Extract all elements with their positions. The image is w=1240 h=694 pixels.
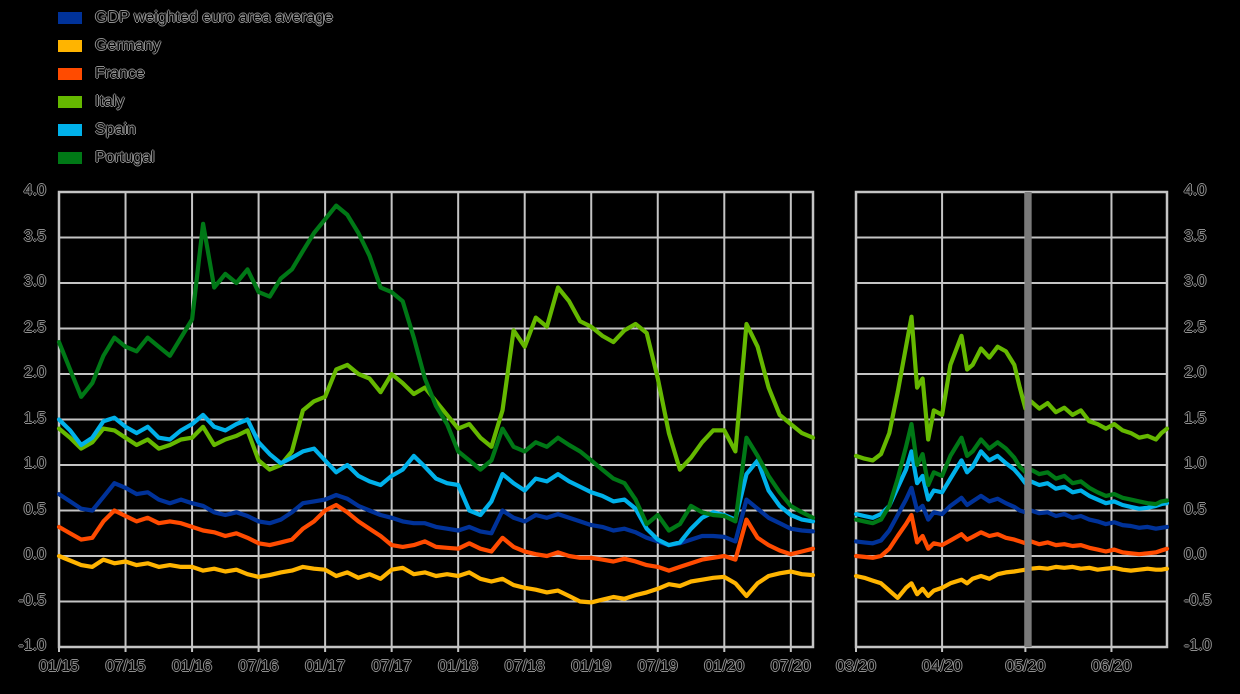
- x-tick-label-left-panel: 07/15: [96, 659, 156, 675]
- chart-legend: GDP weighted euro area average Germany F…: [58, 4, 333, 172]
- x-tick-label-right-panel: 03/20: [826, 659, 886, 675]
- y-tick-label-right: -0.5: [1184, 593, 1238, 609]
- chart-page: GDP weighted euro area average Germany F…: [0, 0, 1240, 694]
- x-tick-label-left-panel: 01/15: [29, 659, 89, 675]
- series-line-right-france: [856, 515, 1167, 558]
- y-tick-label-left: 4.0: [0, 183, 46, 199]
- x-tick-label-left-panel: 01/20: [694, 659, 754, 675]
- x-tick-label-left-panel: 01/19: [561, 659, 621, 675]
- y-tick-label-right: 2.0: [1184, 365, 1238, 381]
- legend-item-spain: Spain: [58, 116, 333, 144]
- y-tick-label-right: 3.0: [1184, 274, 1238, 290]
- event-marker-bar: [1025, 192, 1032, 647]
- legend-label-france: France: [95, 66, 145, 82]
- series-line-left-gdp-weighted-euro-area-average: [59, 483, 813, 545]
- legend-swatch-france: [58, 68, 82, 80]
- x-tick-label-left-panel: 07/18: [495, 659, 555, 675]
- x-tick-label-right-panel: 06/20: [1081, 659, 1141, 675]
- y-tick-label-right: 1.5: [1184, 411, 1238, 427]
- legend-swatch-spain: [58, 124, 82, 136]
- y-tick-label-left: 0.0: [0, 547, 46, 563]
- y-tick-label-left: 1.5: [0, 411, 46, 427]
- y-tick-label-left: 0.5: [0, 502, 46, 518]
- legend-swatch-germany: [58, 40, 82, 52]
- x-tick-label-left-panel: 07/17: [362, 659, 422, 675]
- legend-label-euro-area: GDP weighted euro area average: [95, 10, 333, 26]
- legend-item-euro-area: GDP weighted euro area average: [58, 4, 333, 32]
- x-tick-label-left-panel: 01/18: [428, 659, 488, 675]
- y-tick-label-right: 3.5: [1184, 229, 1238, 245]
- legend-label-portugal: Portugal: [95, 150, 155, 166]
- y-tick-label-left: 1.0: [0, 456, 46, 472]
- legend-item-italy: Italy: [58, 88, 333, 116]
- legend-label-spain: Spain: [95, 122, 136, 138]
- x-tick-label-left-panel: 07/19: [628, 659, 688, 675]
- y-tick-label-right: 4.0: [1184, 183, 1238, 199]
- x-tick-label-left-panel: 07/16: [229, 659, 289, 675]
- y-tick-label-right: 0.5: [1184, 502, 1238, 518]
- x-tick-label-right-panel: 04/20: [912, 659, 972, 675]
- series-line-left-italy: [59, 288, 813, 470]
- x-tick-label-right-panel: 05/20: [995, 659, 1055, 675]
- series-line-left-germany: [59, 556, 813, 602]
- y-tick-label-left: -1.0: [0, 638, 46, 654]
- legend-swatch-italy: [58, 96, 82, 108]
- y-tick-label-right: 1.0: [1184, 456, 1238, 472]
- x-tick-label-left-panel: 07/20: [761, 659, 821, 675]
- y-tick-label-left: 3.0: [0, 274, 46, 290]
- y-tick-label-right: 0.0: [1184, 547, 1238, 563]
- y-tick-label-left: -0.5: [0, 593, 46, 609]
- legend-label-italy: Italy: [95, 94, 124, 110]
- legend-item-portugal: Portugal: [58, 144, 333, 172]
- legend-label-germany: Germany: [95, 38, 161, 54]
- y-tick-label-right: -1.0: [1184, 638, 1238, 654]
- series-line-left-portugal: [59, 206, 813, 531]
- legend-swatch-portugal: [58, 152, 82, 164]
- legend-swatch-euro-area: [58, 12, 82, 24]
- legend-item-france: France: [58, 60, 333, 88]
- y-tick-label-left: 2.0: [0, 365, 46, 381]
- y-tick-label-left: 3.5: [0, 229, 46, 245]
- x-tick-label-left-panel: 01/16: [162, 659, 222, 675]
- legend-item-germany: Germany: [58, 32, 333, 60]
- x-tick-label-left-panel: 01/17: [295, 659, 355, 675]
- series-line-right-italy: [856, 317, 1167, 461]
- series-line-right-germany: [856, 567, 1167, 598]
- y-tick-label-left: 2.5: [0, 320, 46, 336]
- y-tick-label-right: 2.5: [1184, 320, 1238, 336]
